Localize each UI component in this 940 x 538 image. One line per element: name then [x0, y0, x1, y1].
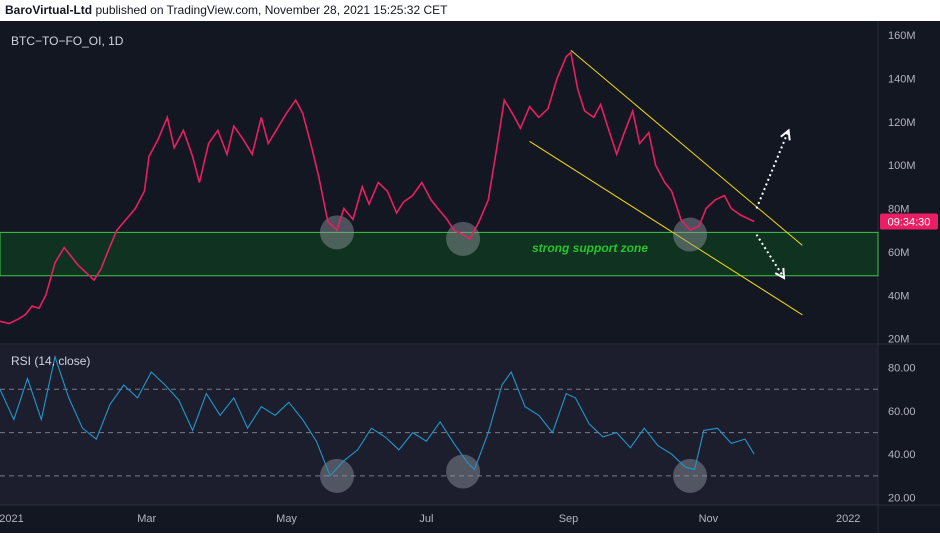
price-axis-tick-label: 100M [888, 160, 916, 172]
rsi-highlight-circle [319, 458, 354, 493]
publication-header: BaroVirtual-Ltd published on TradingView… [0, 0, 940, 21]
rsi-pane-title: RSI (14, close) [11, 354, 90, 368]
price-pane-title: BTC−TO−FO_OI, 1D [11, 34, 124, 48]
author-name: BaroVirtual-Ltd [5, 3, 93, 17]
time-axis-tick-label: 2021 [0, 513, 24, 525]
chart-svg: strong support zone BTC−TO−FO_OI, 1D 160… [0, 21, 940, 533]
chart-frame: strong support zone BTC−TO−FO_OI, 1D 160… [0, 21, 940, 533]
price-axis-tick-label: 60M [888, 247, 909, 259]
rsi-pane-background [0, 345, 878, 505]
rsi-series-line [0, 354, 755, 477]
rsi-axis-tick-label: 60.00 [888, 406, 916, 418]
arrow-up-head [780, 128, 791, 141]
time-axis-tick-label: 2022 [836, 513, 860, 525]
price-axis-tick-label: 140M [888, 73, 916, 85]
time-axis-tick-label: Jul [419, 513, 433, 525]
price-axis-tick-label: 120M [888, 117, 916, 129]
price-axis-tick-label: 160M [888, 30, 916, 42]
arrow-up-line [755, 130, 790, 209]
price-highlight-circle [673, 217, 708, 252]
time-axis-tick-label: Sep [559, 513, 579, 525]
time-axis-tick-label: May [276, 513, 297, 525]
current-price-tag [880, 213, 938, 230]
price-axis-tick-label: 80M [888, 204, 909, 216]
price-axis-tick-label: 40M [888, 290, 909, 302]
support-zone [0, 231, 879, 277]
price-highlight-circle [319, 215, 354, 250]
time-axis-tick-label: Mar [137, 513, 156, 525]
rsi-axis-tick-label: 20.00 [888, 493, 916, 505]
current-price-tag-text: 09:34:30 [888, 217, 931, 229]
channel-lower-line [529, 140, 803, 316]
publication-info: published on TradingView.com, November 2… [95, 3, 448, 17]
price-axis-tick-label: 20M [888, 334, 909, 346]
time-axis-tick-label: Nov [699, 513, 719, 525]
rsi-highlight-circle [446, 454, 481, 489]
rsi-axis-tick-label: 40.00 [888, 449, 916, 461]
support-zone-label: strong support zone [532, 241, 648, 255]
rsi-highlight-circle [673, 458, 708, 493]
channel-upper-line [570, 49, 803, 246]
price-series-line [0, 50, 755, 325]
arrow-down-line [755, 234, 785, 279]
rsi-axis-tick-label: 80.00 [888, 363, 916, 375]
arrow-down-head [774, 267, 786, 280]
